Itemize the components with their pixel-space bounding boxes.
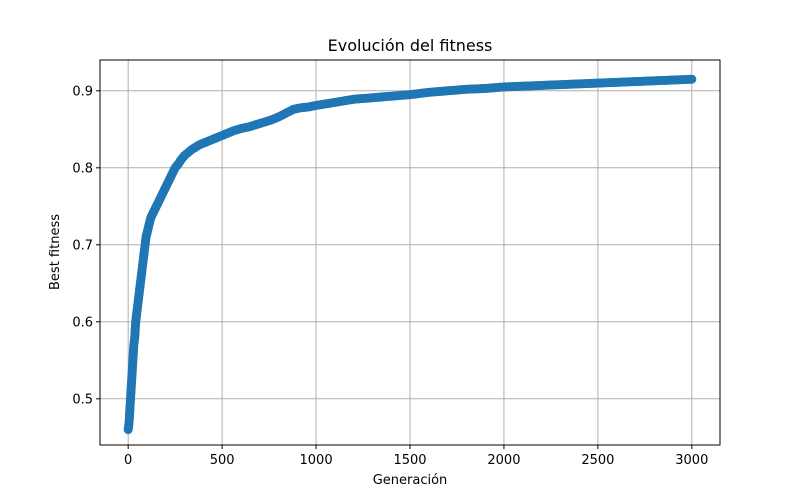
x-axis-label: Generación bbox=[373, 473, 448, 488]
y-tick-label: 0.5 bbox=[72, 392, 93, 407]
y-axis-label: Best fitness bbox=[48, 214, 63, 290]
grid bbox=[100, 60, 720, 445]
x-tick-label: 2500 bbox=[581, 453, 614, 468]
chart-title: Evolución del fitness bbox=[328, 36, 493, 55]
x-tick-label: 0 bbox=[124, 453, 132, 468]
y-tick-label: 0.6 bbox=[72, 315, 93, 330]
x-axis-ticks: 0 500 1000 1500 2000 2500 3000 bbox=[124, 445, 708, 468]
data-point bbox=[687, 74, 697, 84]
x-tick-label: 1000 bbox=[300, 453, 333, 468]
x-tick-label: 2000 bbox=[487, 453, 520, 468]
data-points bbox=[123, 74, 697, 435]
y-tick-label: 0.8 bbox=[72, 161, 93, 176]
x-tick-label: 500 bbox=[210, 453, 235, 468]
y-tick-label: 0.9 bbox=[72, 84, 93, 99]
y-axis-ticks: 0.5 0.6 0.7 0.8 0.9 bbox=[72, 84, 100, 407]
x-tick-label: 1500 bbox=[393, 453, 426, 468]
y-tick-label: 0.7 bbox=[72, 238, 93, 253]
x-tick-label: 3000 bbox=[675, 453, 708, 468]
